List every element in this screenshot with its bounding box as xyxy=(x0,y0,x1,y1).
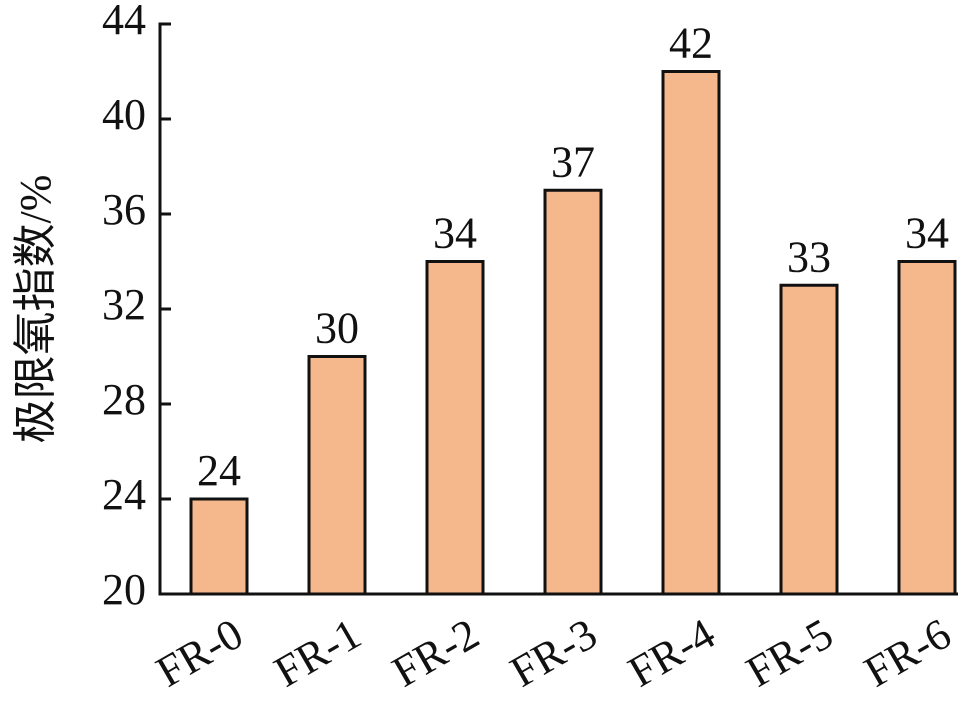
y-tick-label: 36 xyxy=(102,185,146,234)
bar xyxy=(661,70,721,596)
y-tick-label: 24 xyxy=(102,470,146,519)
bar xyxy=(543,188,603,596)
x-tick-label: FR-3 xyxy=(502,609,605,697)
x-tick-label: FR-2 xyxy=(384,609,487,697)
bar xyxy=(189,497,249,596)
x-tick-label: FR-5 xyxy=(738,609,841,697)
bar xyxy=(307,355,367,596)
y-tick-label: 44 xyxy=(102,0,146,44)
data-label: 33 xyxy=(787,232,831,281)
data-label: 34 xyxy=(433,209,477,258)
x-tick-label: FR-0 xyxy=(148,609,251,697)
y-tick-label: 20 xyxy=(102,565,146,614)
data-label: 30 xyxy=(315,304,359,353)
data-label: 37 xyxy=(551,137,595,186)
y-tick-label: 28 xyxy=(102,375,146,424)
y-tick-label: 32 xyxy=(102,280,146,329)
x-tick-label: FR-6 xyxy=(856,609,958,697)
data-label: 34 xyxy=(905,209,949,258)
data-label: 42 xyxy=(669,19,713,68)
bar xyxy=(779,283,839,596)
x-tick-label: FR-1 xyxy=(266,609,369,697)
data-label: 24 xyxy=(197,446,241,495)
y-axis-label: 极限氧指数/% xyxy=(11,175,60,444)
x-tick-label: FR-4 xyxy=(620,609,723,697)
bar xyxy=(425,260,485,596)
bar xyxy=(897,260,957,596)
y-tick-label: 40 xyxy=(102,90,146,139)
